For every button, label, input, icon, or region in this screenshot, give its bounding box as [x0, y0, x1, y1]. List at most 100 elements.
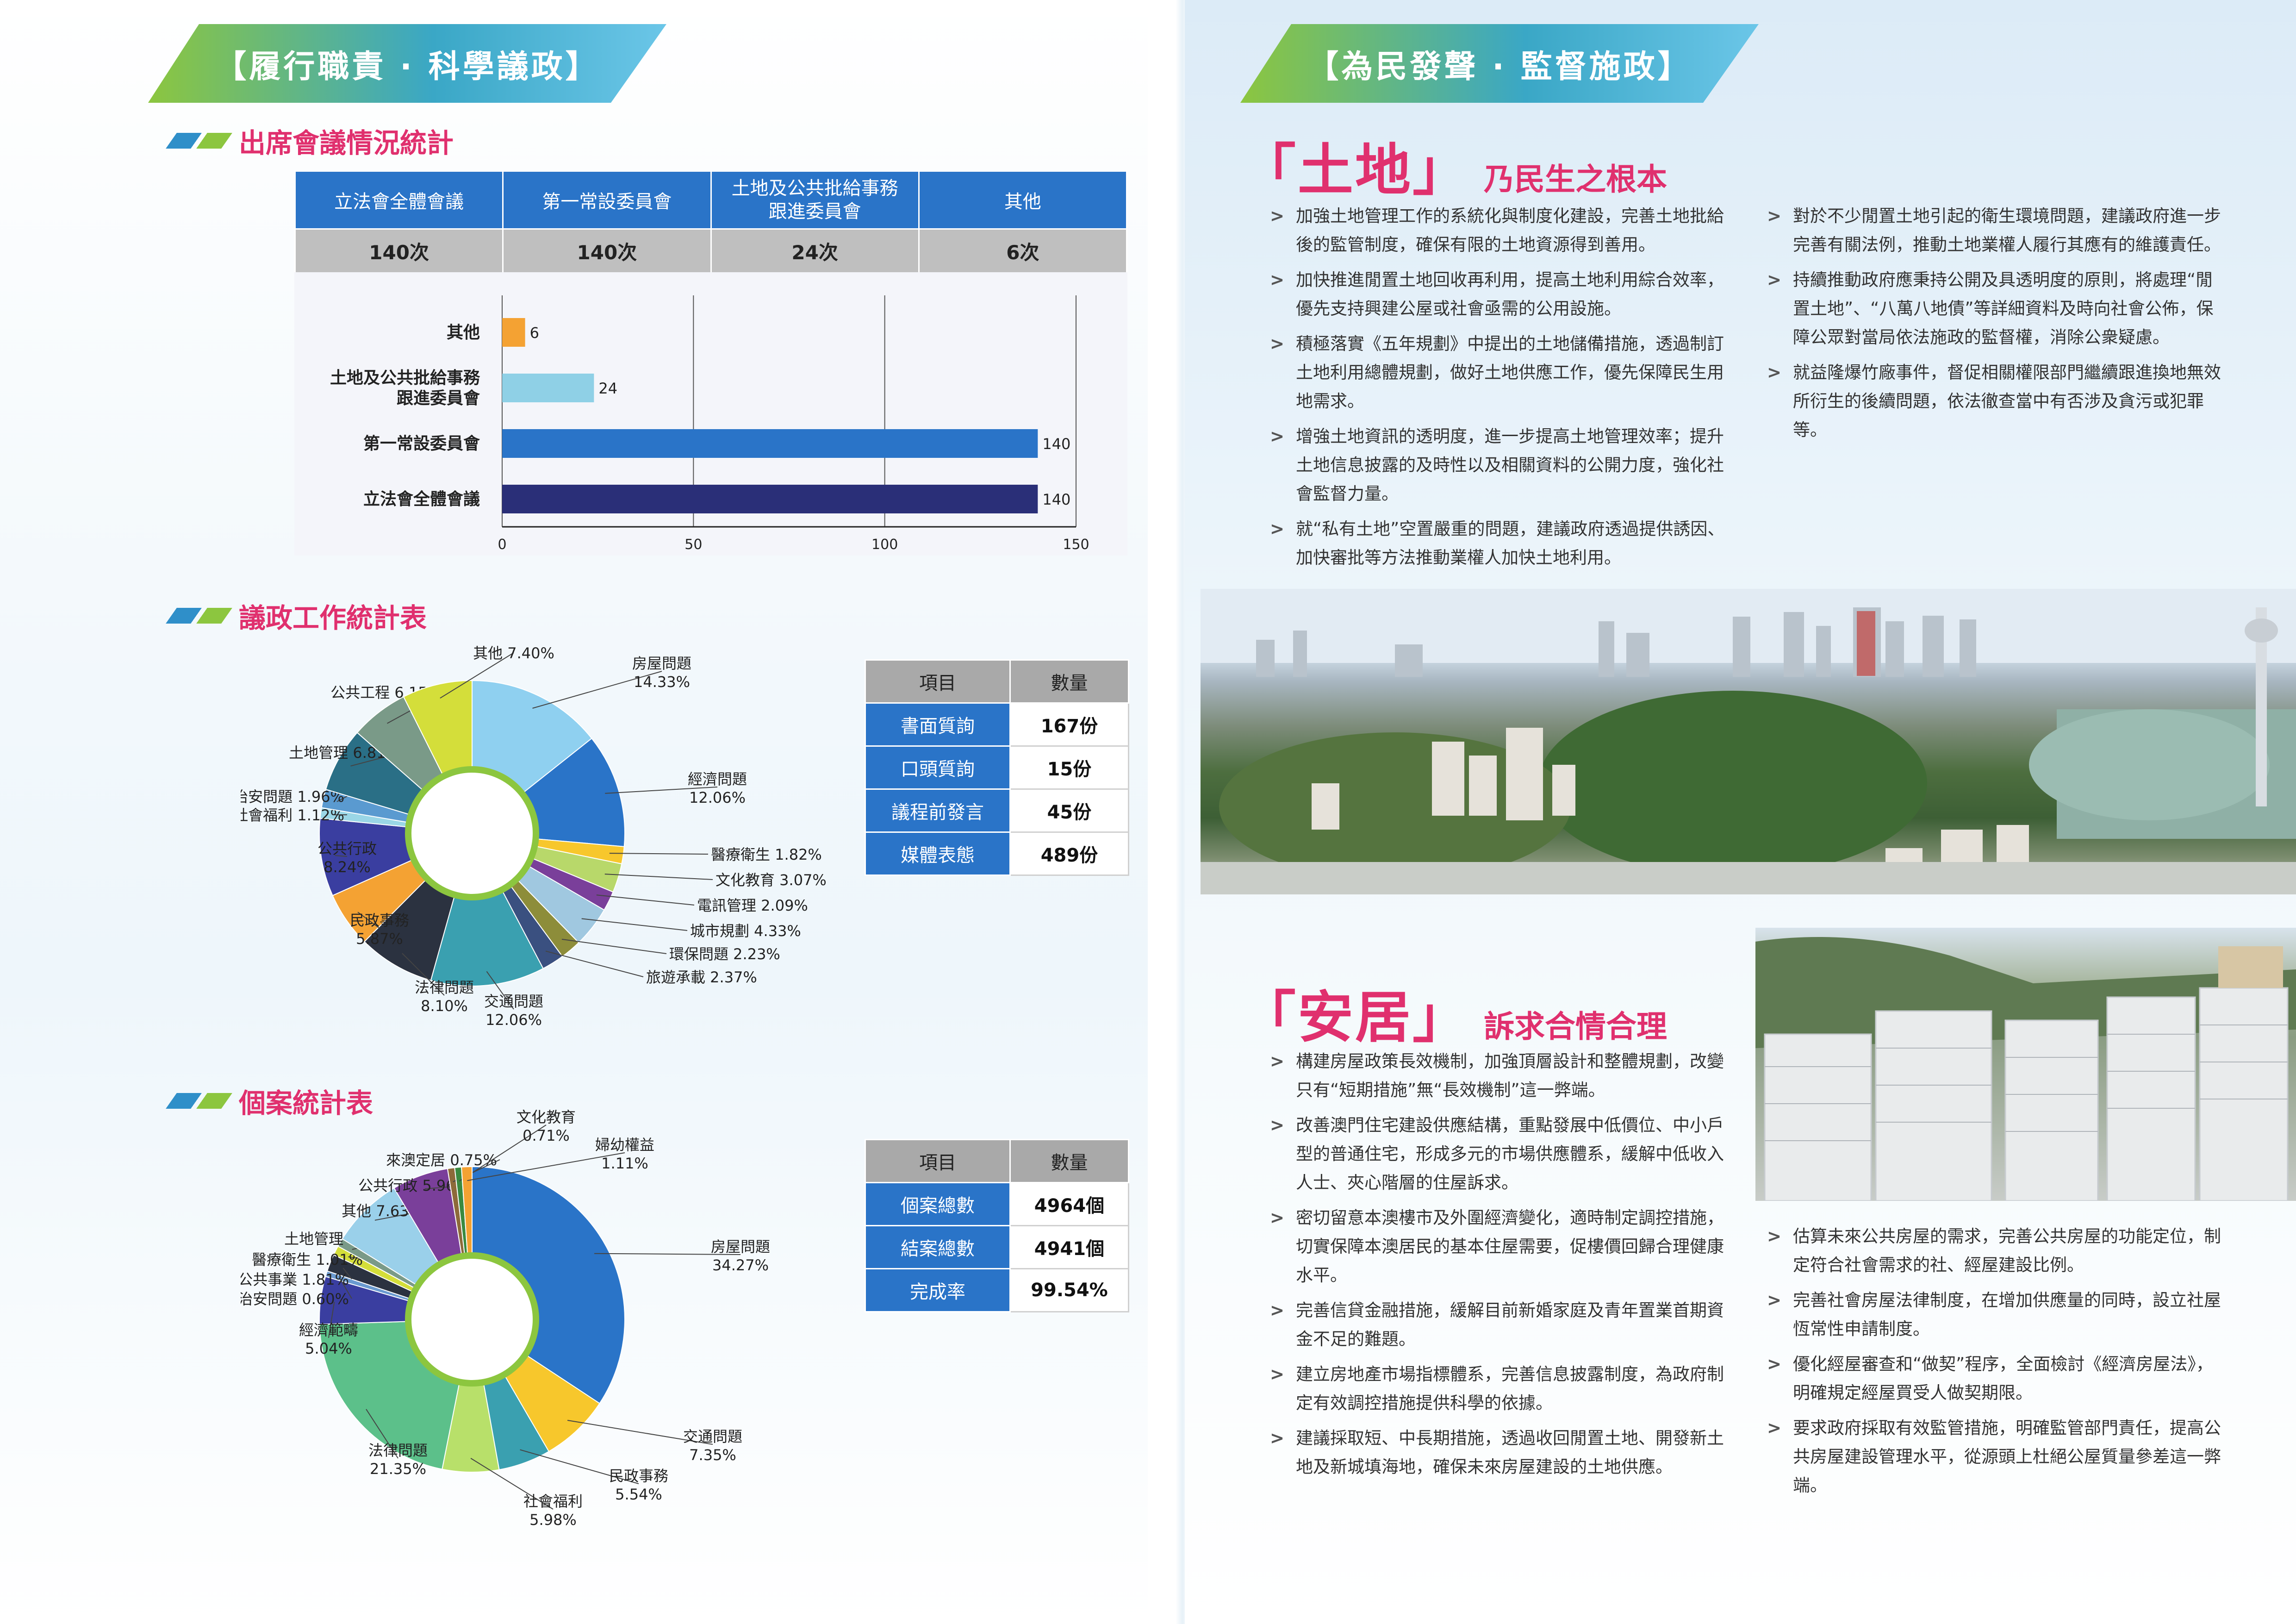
- slice-label: 社會福利 1.12%: [241, 806, 344, 824]
- slice-label: 民政事務: [609, 1467, 668, 1485]
- slice-label: 交通問題: [683, 1428, 742, 1445]
- list-item: 持續推動政府應秉持公開及具透明度的原則，將處理“閒置土地”、“八萬八地債”等詳細…: [1765, 266, 2223, 352]
- bar: [502, 429, 1038, 458]
- slice-value-label: 0.71%: [523, 1127, 570, 1144]
- section-marker-icon: [166, 133, 232, 149]
- table-cell-item: 口頭質詢: [865, 745, 1011, 790]
- table-header: 數量: [1009, 1139, 1130, 1183]
- list-item: 優化經屋審查和“做契”程序，全面檢討《經濟房屋法》，明確規定經屋買受人做契期限。: [1765, 1350, 2223, 1407]
- slice-label: 文化教育: [516, 1108, 576, 1126]
- slice-label: 公共行政: [317, 840, 377, 857]
- list-item: 建立房地產市場指標體系，完善信息披露制度，為政府制定有效調控措施提供科學的依據。: [1268, 1360, 1726, 1418]
- donut-hole: [405, 1252, 539, 1387]
- x-tick-label: 0: [498, 537, 506, 553]
- table-row: 議程前發言 45份: [865, 788, 1130, 833]
- list-item: 加強土地管理工作的系統化與制度化建設，完善土地批給後的監管制度，確保有限的土地資…: [1268, 202, 1726, 259]
- housing-title: 「安居」: [1240, 986, 1470, 1050]
- table-cell-item: 書面質詢: [865, 702, 1011, 747]
- list-item: 密切留意本澳樓市及外圍經濟變化，適時制定調控措施，切實保障本澳居民的基本住屋需要…: [1268, 1204, 1726, 1290]
- case-title: 個案統計表: [239, 1087, 373, 1119]
- section-marker-icon: [166, 608, 232, 624]
- leader-line: [520, 1449, 639, 1484]
- list-item: 完善社會房屋法律制度，在增加供應量的同時，設立社屋恆常性申請制度。: [1765, 1286, 2223, 1343]
- list-item: 建議採取短、中長期措施，透過收回閒置土地、開發新土地及新城填海地，確保未來房屋建…: [1268, 1424, 1726, 1481]
- table-header: 數量: [1009, 659, 1130, 704]
- list-item: 就“私有土地”空置嚴重的問題，建議政府透過提供誘因、加快審批等方法推動業權人加快…: [1268, 515, 1726, 572]
- slice-label: 經濟範疇: [299, 1321, 358, 1339]
- housing-subtitle: 訴求合情合理: [1484, 1009, 1667, 1044]
- slice-value-label: 1.11%: [601, 1155, 648, 1172]
- attendance-table: 立法會全體會議 第一常設委員會 土地及公共批給事務 跟進委員會 其他 140次 …: [294, 170, 1128, 274]
- table-cell-item: 結案總數: [865, 1225, 1011, 1269]
- table-cell-item: 議程前發言: [865, 788, 1011, 833]
- table-cell-item: 媒體表態: [865, 831, 1011, 876]
- slice-label: 民政事務: [350, 912, 409, 929]
- slice-label: 城市規劃 4.33%: [690, 922, 801, 940]
- housing-estate-photo: [1755, 928, 2296, 1201]
- land-list-right: 對於不少閒置土地引起的衛生環境問題，建議政府進一步完善有關法例，推動土地業權人履…: [1765, 202, 2223, 451]
- list-item: 估算未來公共房屋的需求，完善公共房屋的功能定位，制定符合社會需求的社、經屋建設比…: [1765, 1222, 2223, 1280]
- leader-line: [467, 1152, 625, 1181]
- list-item: 改善澳門住宅建設供應結構，重點發展中低價位、中小戶型的普通住宅，形成多元的市場供…: [1268, 1111, 1726, 1197]
- slice-label: 社會福利: [523, 1493, 583, 1510]
- table-cell-count: 99.54%: [1009, 1268, 1130, 1312]
- leader-line: [336, 796, 348, 802]
- slice-label: 治安問題 1.96%: [241, 788, 344, 806]
- attendance-header: 第一常設委員會: [502, 170, 712, 230]
- land-subtitle: 乃民生之根本: [1484, 162, 1667, 197]
- slice-value-label: 21.35%: [370, 1460, 426, 1478]
- city-skyline-illustration: [1201, 589, 2296, 894]
- slice-label: 文化教育 3.07%: [716, 871, 827, 889]
- housing-list-left: 構建房屋政策長效機制，加強頂層設計和整體規劃，改變只有“短期措施”無“長效機制”…: [1268, 1047, 1726, 1488]
- category-label: 其他: [447, 323, 480, 342]
- x-tick-label: 150: [1063, 537, 1089, 553]
- land-title: 「土地」: [1240, 138, 1470, 203]
- slice-label: 法律問題: [368, 1442, 428, 1459]
- list-item: 就益隆爆竹廠事件，督促相關權限部門繼續跟進換地無效所衍生的後續問題，依法徹查當中…: [1765, 358, 2223, 444]
- data-label: 6: [530, 324, 539, 342]
- attendance-header: 其他: [918, 170, 1128, 230]
- leader-line: [357, 912, 380, 929]
- slice-value-label: 5.04%: [305, 1340, 352, 1357]
- slice-label: 法律問題: [415, 979, 474, 996]
- list-item: 加快推進閒置土地回收再利用，提高土地利用綜合效率，優先支持興建公屋或社會亟需的公…: [1268, 266, 1726, 323]
- attendance-header: 土地及公共批給事務 跟進委員會: [710, 170, 920, 230]
- category-label: 立法會全體會議: [363, 489, 480, 509]
- leader-line: [366, 1409, 398, 1459]
- leader-line: [594, 1253, 741, 1255]
- table-cell-item: 個案總數: [865, 1182, 1011, 1226]
- slice-value-label: 12.06%: [689, 789, 746, 806]
- attendance-header: 立法會全體會議: [294, 170, 504, 230]
- land-list-left: 加強土地管理工作的系統化與制度化建設，完善土地批給後的監管制度，確保有限的土地資…: [1268, 202, 1726, 579]
- leader-line: [402, 953, 445, 996]
- leader-line: [459, 1124, 547, 1182]
- slice-label: 婦幼權益: [595, 1136, 654, 1154]
- bar: [502, 485, 1038, 513]
- table-header: 項目: [865, 659, 1011, 704]
- list-item: 積極落實《五年規劃》中提出的土地儲備措施，透過制訂土地利用總體規劃，做好土地供應…: [1268, 330, 1726, 416]
- slice-label: 其他 7.40%: [473, 644, 554, 662]
- work-section-title: 議政工作統計表: [166, 596, 427, 635]
- slice-label: 房屋問題: [632, 655, 691, 672]
- table-header: 項目: [865, 1139, 1011, 1183]
- table-row: 媒體表態 489份: [865, 831, 1130, 876]
- slice-label: 來澳定居 0.75%: [386, 1151, 497, 1169]
- list-item: 增強土地資訊的透明度，進一步提高土地管理效率；提升土地信息披露的及時性以及相關資…: [1268, 422, 1726, 508]
- category-label: 第一常設委員會: [363, 434, 480, 453]
- attendance-value: 6次: [918, 228, 1128, 274]
- leader-line: [342, 1268, 352, 1280]
- leader-line: [440, 652, 514, 699]
- leader-line: [561, 938, 667, 954]
- slice-label: 電訊管理 2.09%: [697, 897, 808, 914]
- city-panorama-photo: [1201, 589, 2296, 894]
- slice-label: 治安問題 0.60%: [241, 1290, 349, 1308]
- leader-line: [545, 950, 644, 977]
- donut-hole: [405, 766, 539, 900]
- slice-value-label: 7.35%: [689, 1446, 736, 1464]
- slice-value-label: 8.10%: [421, 997, 468, 1015]
- table-row: 完成率 99.54%: [865, 1268, 1130, 1312]
- attendance-title: 出席會議情況統計: [239, 127, 454, 159]
